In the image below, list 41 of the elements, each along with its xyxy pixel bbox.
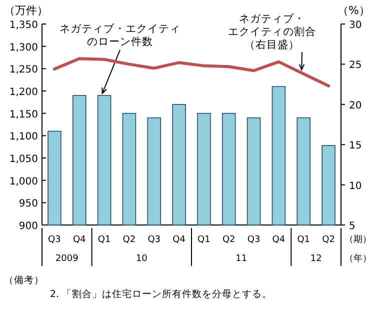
y-tick-label: 1,150 xyxy=(9,109,38,120)
x-tick-label: Q1 xyxy=(198,235,210,245)
x-tick-label: Q2 xyxy=(122,235,136,245)
y-tick-label: 1,200 xyxy=(9,87,38,98)
x-tick-label: Q2 xyxy=(322,235,335,245)
x-tick-label: Q3 xyxy=(48,235,61,245)
x-tick-label: Q4 xyxy=(72,235,86,245)
y2-tick-label: 20 xyxy=(349,100,362,112)
y2-tick-label: 15 xyxy=(349,140,362,152)
x-tick-label: Q1 xyxy=(98,235,111,245)
y2-tick-label: 5 xyxy=(349,221,356,232)
y2-tick-label: 10 xyxy=(349,180,362,192)
y-tick-label: 1,300 xyxy=(9,42,38,54)
y-tick-label: 950 xyxy=(18,198,38,210)
text: ネガティブ・エクイティのローン件数 xyxy=(60,22,180,48)
y-tick-label: 900 xyxy=(18,221,38,232)
text: 2009 xyxy=(55,254,79,264)
text: 12 xyxy=(310,254,322,264)
x-tick-label: Q4 xyxy=(272,235,286,245)
text: 11 xyxy=(236,254,248,264)
y-tick-label: 1,000 xyxy=(9,176,38,188)
series-label: ネガティブ・エクイティの割合（右目盛） xyxy=(228,12,316,51)
x-tick-label: Q3 xyxy=(148,235,161,245)
x-axis-title: （期） xyxy=(344,234,372,245)
y-tick-label: 1,050 xyxy=(9,154,38,165)
line-series xyxy=(52,57,330,88)
y-tick-label: 1,350 xyxy=(9,20,38,31)
text: （備考） xyxy=(4,274,44,286)
text: （年） xyxy=(344,253,372,264)
y-axis-title: （万件） xyxy=(4,4,48,17)
x-tick-label: Q1 xyxy=(297,235,310,245)
text: 2. 「割合」は住宅ローン所有件数を分母とする。 xyxy=(50,288,272,300)
x-tick-label: Q2 xyxy=(222,235,236,245)
x-tick-label: Q4 xyxy=(172,235,186,245)
y-tick-label: 1,250 xyxy=(9,64,38,76)
text: 10 xyxy=(136,254,148,264)
y2-tick-label: 30 xyxy=(349,20,362,31)
y2-tick-label: 25 xyxy=(349,60,362,72)
x-tick-label: Q3 xyxy=(247,235,260,245)
y-tick-label: 1,100 xyxy=(9,132,38,143)
y2-axis-title: （%） xyxy=(338,4,370,17)
